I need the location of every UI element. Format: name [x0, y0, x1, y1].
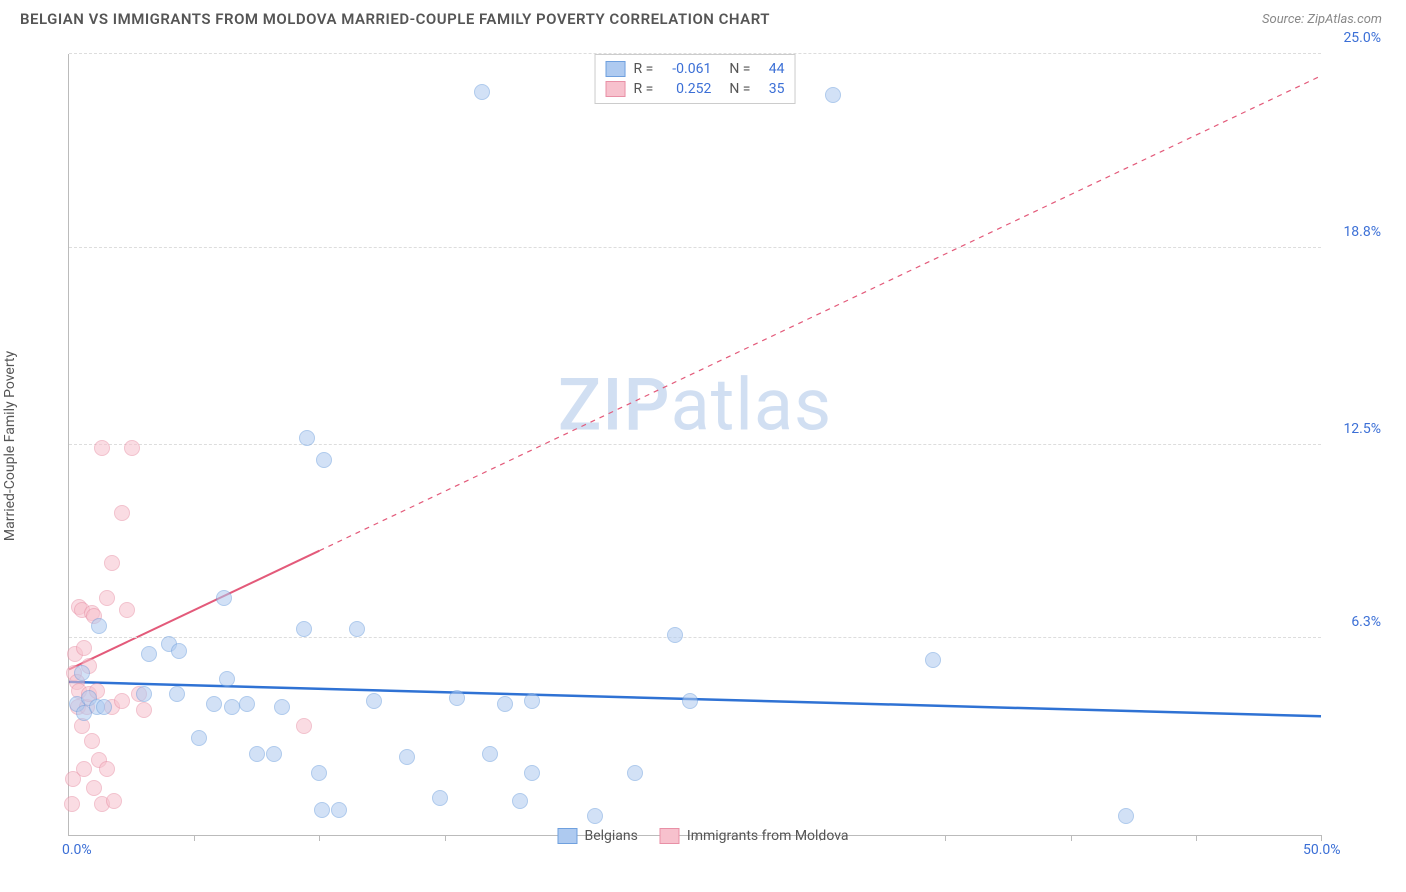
source-attribution: Source: ZipAtlas.com [1262, 12, 1382, 27]
gridline [69, 247, 1321, 248]
legend-swatch [606, 81, 626, 97]
data-point [524, 765, 540, 781]
data-point [682, 693, 698, 709]
y-tick-label: 25.0% [1326, 30, 1381, 46]
data-point [299, 430, 315, 446]
legend-swatch [557, 828, 577, 844]
data-point [296, 718, 312, 734]
data-point [124, 440, 140, 456]
data-point [331, 802, 347, 818]
data-point [1118, 808, 1134, 824]
data-point [64, 796, 80, 812]
data-point [86, 780, 102, 796]
x-tick [194, 835, 195, 841]
data-point [366, 693, 382, 709]
data-point [91, 618, 107, 634]
data-point [169, 686, 185, 702]
legend-r-value: -0.061 [661, 61, 711, 77]
data-point [524, 693, 540, 709]
data-point [296, 621, 312, 637]
y-axis-label: Married-Couple Family Poverty [2, 351, 18, 541]
data-point [925, 652, 941, 668]
data-point [316, 452, 332, 468]
data-point [587, 808, 603, 824]
x-tick [319, 835, 320, 841]
legend-r-label: R = [634, 81, 654, 97]
trend-lines [69, 54, 1321, 835]
legend-r-value: 0.252 [661, 81, 711, 97]
x-axis-min-label: 0.0% [62, 842, 92, 858]
data-point [432, 790, 448, 806]
data-point [141, 646, 157, 662]
data-point [512, 793, 528, 809]
x-tick [1321, 835, 1322, 841]
x-axis-max-label: 50.0% [1303, 842, 1341, 858]
trendline-dashed [319, 76, 1321, 551]
gridline [69, 444, 1321, 445]
x-tick [1071, 835, 1072, 841]
legend-n-label: N = [729, 81, 750, 97]
legend-item: Immigrants from Moldova [660, 828, 849, 844]
correlation-legend: R = -0.061 N = 44 R = 0.252 N = 35 [595, 54, 796, 104]
legend-n-value: 35 [758, 81, 784, 97]
data-point [96, 699, 112, 715]
data-point [114, 693, 130, 709]
data-point [667, 627, 683, 643]
chart-title: BELGIAN VS IMMIGRANTS FROM MOLDOVA MARRI… [20, 10, 770, 28]
data-point [627, 765, 643, 781]
data-point [474, 84, 490, 100]
x-tick [945, 835, 946, 841]
data-point [76, 640, 92, 656]
y-tick-label: 6.3% [1326, 614, 1381, 630]
data-point [99, 761, 115, 777]
data-point [191, 730, 207, 746]
series-legend: Belgians Immigrants from Moldova [557, 828, 848, 844]
data-point [84, 733, 100, 749]
chart-container: Married-Couple Family Poverty ZIPatlas R… [20, 40, 1386, 852]
legend-n-value: 44 [758, 61, 784, 77]
y-tick-label: 18.8% [1326, 224, 1381, 240]
data-point [449, 690, 465, 706]
data-point [104, 555, 120, 571]
data-point [136, 686, 152, 702]
legend-label: Immigrants from Moldova [687, 828, 849, 844]
data-point [497, 696, 513, 712]
data-point [94, 440, 110, 456]
data-point [825, 87, 841, 103]
data-point [99, 590, 115, 606]
plot-area: ZIPatlas R =-0.061N =44R =0.252N =35 6.3… [68, 54, 1321, 836]
data-point [136, 702, 152, 718]
x-tick [1196, 835, 1197, 841]
legend-n-label: N = [729, 61, 750, 77]
y-tick-label: 12.5% [1326, 421, 1381, 437]
legend-swatch [660, 828, 680, 844]
data-point [76, 761, 92, 777]
legend-r-label: R = [634, 61, 654, 77]
data-point [349, 621, 365, 637]
data-point [119, 602, 135, 618]
data-point [314, 802, 330, 818]
legend-row: R = -0.061 N = 44 [606, 59, 785, 79]
data-point [171, 643, 187, 659]
data-point [216, 590, 232, 606]
data-point [114, 505, 130, 521]
data-point [206, 696, 222, 712]
data-point [482, 746, 498, 762]
data-point [399, 749, 415, 765]
data-point [266, 746, 282, 762]
data-point [219, 671, 235, 687]
data-point [249, 746, 265, 762]
legend-label: Belgians [584, 828, 637, 844]
legend-item: Belgians [557, 828, 637, 844]
data-point [74, 665, 90, 681]
legend-swatch [606, 61, 626, 77]
data-point [239, 696, 255, 712]
data-point [274, 699, 290, 715]
legend-row: R = 0.252 N = 35 [606, 79, 785, 99]
data-point [106, 793, 122, 809]
gridline [69, 637, 1321, 638]
data-point [224, 699, 240, 715]
x-tick [445, 835, 446, 841]
data-point [311, 765, 327, 781]
